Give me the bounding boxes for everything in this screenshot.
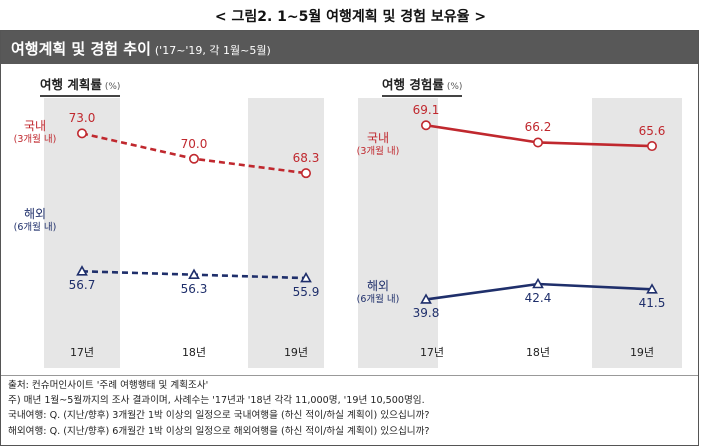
header-subtitle: ('17~'19, 각 1월~5월) <box>154 44 271 57</box>
series-label-domestic: 국내 (3개월 내) <box>348 132 408 158</box>
x-tick-label: 18년 <box>525 346 551 359</box>
series-subname: (6개월 내) <box>13 222 57 233</box>
footnotes: 출처: 컨슈머인사이트 '주례 여행행태 및 계획조사' 주) 매년 1월~5월… <box>8 378 430 439</box>
circle-marker <box>421 120 432 131</box>
data-label: 69.1 <box>412 103 440 118</box>
data-label: 68.3 <box>292 151 320 166</box>
note-domestic-question: 국내여행: Q. (지난/향후) 3개월간 1박 이상의 일정으로 국내여행을 … <box>8 410 430 422</box>
x-tick-label: 19년 <box>629 346 655 359</box>
series-label-domestic: 국내 (3개월 내) <box>8 120 62 146</box>
x-tick-label: 17년 <box>69 346 95 359</box>
triangle-marker <box>188 268 200 279</box>
series-subname: (3개월 내) <box>13 134 57 145</box>
notes-separator <box>1 375 698 376</box>
series-name: 해외 <box>366 279 390 293</box>
circle-marker <box>646 141 657 152</box>
panel-title: 여행 계획률 (%) <box>40 74 121 97</box>
circle-marker <box>533 137 544 148</box>
data-label: 42.4 <box>524 291 552 305</box>
series-subname: (3개월 내) <box>356 146 400 157</box>
circle-marker <box>77 128 88 139</box>
series-label-overseas: 해외 (6개월 내) <box>8 208 62 234</box>
series-subname: (6개월 내) <box>356 294 400 305</box>
panel-unit: (%) <box>446 82 463 92</box>
data-label: 39.8 <box>412 306 440 321</box>
band-19 <box>248 98 324 368</box>
data-label: 56.7 <box>68 278 96 293</box>
band-19 <box>592 98 682 368</box>
panel-title-text: 여행 경험률 <box>382 77 444 92</box>
note-overseas-question: 해외여행: Q. (지난/향후) 6개월간 1박 이상의 일정으로 해외여행을 … <box>8 425 430 437</box>
header-title: 여행계획 및 경험 추이 <box>11 40 151 58</box>
figure-title: < 그림2. 1~5월 여행계획 및 경험 보유율 > <box>214 9 487 25</box>
circle-marker <box>300 168 311 179</box>
x-tick-label: 18년 <box>181 346 207 359</box>
band-17 <box>44 98 120 368</box>
data-label: 73.0 <box>68 111 96 126</box>
triangle-marker <box>646 283 658 294</box>
chart-header: 여행계획 및 경험 추이 ('17~'19, 각 1월~5월) <box>1 31 698 64</box>
panel-title-text: 여행 계획률 <box>40 77 102 92</box>
data-label: 70.0 <box>180 136 208 151</box>
triangle-marker <box>420 293 432 304</box>
triangle-marker <box>76 265 88 276</box>
x-tick-label: 17년 <box>419 346 445 359</box>
series-label-overseas: 해외 (6개월 내) <box>348 280 408 306</box>
data-label: 41.5 <box>638 296 666 311</box>
series-name: 국내 <box>366 131 390 145</box>
note-sample: 주) 매년 1월~5월까지의 조사 결과이며, 사례수는 '17년과 '18년 … <box>8 395 425 407</box>
data-label: 66.2 <box>524 120 552 135</box>
figure-frame <box>0 30 699 446</box>
experience-plot <box>420 120 658 304</box>
note-source: 출처: 컨슈머인사이트 '주례 여행행태 및 계획조사' <box>8 380 209 391</box>
triangle-marker <box>532 277 544 289</box>
panel-unit: (%) <box>104 82 121 92</box>
experience-panel: 여행 경험률 (%) 국내 (3개월 내) 해외 (6개월 내) 69.1 66.2… <box>352 68 692 373</box>
planning-panel: 여행 계획률 (%) 국내 (3개월 내) 해외 (6개월 내) 73.0 70.0… <box>8 68 338 373</box>
planning-plot <box>76 128 312 283</box>
data-label: 55.9 <box>292 285 320 300</box>
triangle-marker <box>300 271 312 283</box>
x-tick-label: 19년 <box>283 346 309 359</box>
band-17 <box>358 98 438 368</box>
series-name: 국내 <box>23 119 47 133</box>
series-name: 해외 <box>23 207 47 221</box>
data-label: 56.3 <box>180 281 208 296</box>
circle-marker <box>189 153 200 164</box>
panel-title: 여행 경험률 (%) <box>382 74 463 97</box>
data-label: 65.6 <box>638 124 666 139</box>
